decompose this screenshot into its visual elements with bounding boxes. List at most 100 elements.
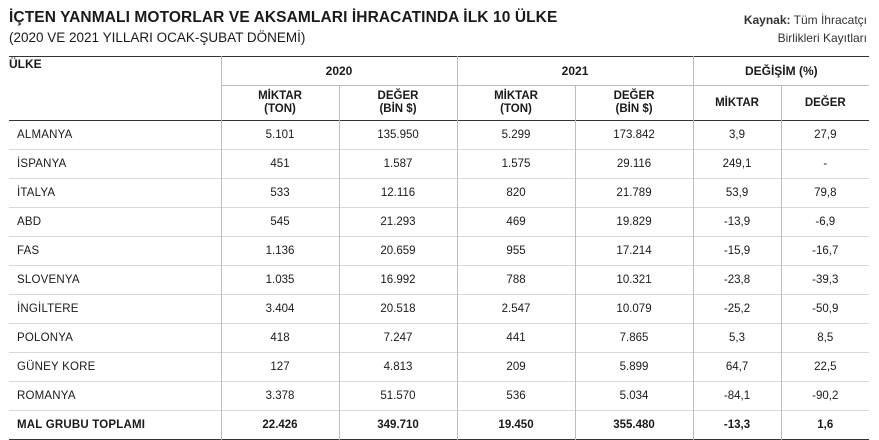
country-cell: POLONYA [9,323,221,353]
cell-2021-deger: 29.116 [574,149,694,179]
total-label: MAL GRUBU TOPLAMI [9,410,221,440]
cell-2020-miktar: 533 [220,178,339,208]
cell-change-miktar: -84,1 [692,381,782,411]
cell-2020-deger: 21.293 [338,207,458,237]
export-table: ÜLKE 2020 2021 DEĞİŞİM (%) MİKTAR (TON) D… [9,56,870,440]
cell-2021-deger: 10.079 [574,294,694,324]
cell-change-miktar: 53,9 [692,178,782,208]
country-cell: GÜNEY KORE [9,352,221,382]
cell-2020-deger: 135.950 [338,120,458,150]
page-title: İÇTEN YANMALI MOTORLAR VE AKSAMLARI İHRA… [9,9,558,26]
col-header-change-deger: DEĞER [780,85,870,121]
cell-2020-deger: 20.518 [338,294,458,324]
group-header-change: DEĞİŞİM (%) [692,56,870,86]
cell-2021-miktar: 955 [456,236,576,266]
cell-change-deger: -90,2 [780,381,870,411]
cell-2020-miktar: 418 [220,323,339,353]
table-row: İTALYA 533 12.116 820 21.789 53,9 79,8 [9,178,870,208]
table-row: İSPANYA 451 1.587 1.575 29.116 249,1 - [9,149,870,179]
cell-2020-miktar: 545 [220,207,339,237]
cell-change-miktar: 3,9 [692,120,782,150]
country-cell: ALMANYA [9,120,221,150]
country-cell: FAS [9,236,221,266]
total-2020-miktar: 22.426 [220,410,339,440]
cell-2020-deger: 20.659 [338,236,458,266]
group-header-2021: 2021 [456,56,694,86]
cell-2021-miktar: 820 [456,178,576,208]
total-row: MAL GRUBU TOPLAMI 22.426 349.710 19.450 … [9,410,870,440]
cell-2021-miktar: 5.299 [456,120,576,150]
cell-2021-miktar: 441 [456,323,576,353]
country-cell: İTALYA [9,178,221,208]
country-cell: SLOVENYA [9,265,221,295]
cell-change-deger: 27,9 [780,120,870,150]
group-header-2020: 2020 [220,56,458,86]
cell-change-deger: -50,9 [780,294,870,324]
cell-change-miktar: 64,7 [692,352,782,382]
cell-2020-miktar: 451 [220,149,339,179]
col-header-2020-deger: DEĞER (BİN $) [338,85,458,121]
cell-change-deger: 79,8 [780,178,870,208]
cell-change-miktar: -23,8 [692,265,782,295]
cell-2021-miktar: 788 [456,265,576,295]
cell-2021-deger: 5.034 [574,381,694,411]
header-row-groups: ÜLKE 2020 2021 DEĞİŞİM (%) [9,56,870,86]
cell-2020-miktar: 1.136 [220,236,339,266]
col-header-change-miktar: MİKTAR [692,85,782,121]
table-row: ABD 545 21.293 469 19.829 -13,9 -6,9 [9,207,870,237]
country-cell: İSPANYA [9,149,221,179]
cell-change-miktar: -15,9 [692,236,782,266]
col-header-2021-miktar: MİKTAR (TON) [456,85,576,121]
cell-change-miktar: 5,3 [692,323,782,353]
cell-change-deger: 8,5 [780,323,870,353]
cell-2020-deger: 16.992 [338,265,458,295]
cell-2021-miktar: 469 [456,207,576,237]
table-row: GÜNEY KORE 127 4.813 209 5.899 64,7 22,5 [9,352,870,382]
cell-2020-miktar: 5.101 [220,120,339,150]
table-row: İNGİLTERE 3.404 20.518 2.547 10.079 -25,… [9,294,870,324]
source-label: Kaynak: [743,13,791,27]
cell-2020-deger: 1.587 [338,149,458,179]
cell-2020-miktar: 127 [220,352,339,382]
cell-2021-miktar: 209 [456,352,576,382]
cell-2021-miktar: 536 [456,381,576,411]
col-header-2020-miktar: MİKTAR (TON) [220,85,339,121]
total-change-deger: 1,6 [780,410,870,440]
cell-2020-miktar: 3.404 [220,294,339,324]
cell-2021-deger: 21.789 [574,178,694,208]
table-row: SLOVENYA 1.035 16.992 788 10.321 -23,8 -… [9,265,870,295]
header-row-sub: MİKTAR (TON) DEĞER (BİN $) MİKTAR (TON) DEĞ… [9,85,870,121]
cell-change-miktar: -13,9 [692,207,782,237]
page-subtitle: (2020 VE 2021 YILLARI OCAK-ŞUBAT DÖNEMİ) [9,30,306,45]
cell-2020-miktar: 3.378 [220,381,339,411]
cell-change-miktar: -25,2 [692,294,782,324]
source-text-line2: Birlikleri Kayıtları [777,31,867,45]
cell-2021-deger: 19.829 [574,207,694,237]
source-note: Kaynak: Tüm İhracatçı Birlikleri Kayıtla… [707,11,867,47]
table-row: FAS 1.136 20.659 955 17.214 -15,9 -16,7 [9,236,870,266]
total-2020-deger: 349.710 [338,410,458,440]
cell-2021-deger: 173.842 [574,120,694,150]
cell-2021-deger: 7.865 [574,323,694,353]
col-header-2021-deger: DEĞER (BİN $) [574,85,694,121]
cell-2020-miktar: 1.035 [220,265,339,295]
country-cell: İNGİLTERE [9,294,221,324]
source-text-line1: Tüm İhracatçı [793,13,867,27]
cell-change-deger: -6,9 [780,207,870,237]
cell-2021-deger: 5.899 [574,352,694,382]
country-cell: ABD [9,207,221,237]
cell-2021-deger: 10.321 [574,265,694,295]
cell-change-deger: -16,7 [780,236,870,266]
cell-2021-miktar: 2.547 [456,294,576,324]
cell-change-miktar: 249,1 [692,149,782,179]
cell-2020-deger: 12.116 [338,178,458,208]
cell-change-deger: 22,5 [780,352,870,382]
cell-2020-deger: 51.570 [338,381,458,411]
cell-change-deger: - [780,149,870,179]
table-row: ALMANYA 5.101 135.950 5.299 173.842 3,9 … [9,120,870,150]
table-row: POLONYA 418 7.247 441 7.865 5,3 8,5 [9,323,870,353]
cell-2021-deger: 17.214 [574,236,694,266]
total-2021-miktar: 19.450 [456,410,576,440]
total-2021-deger: 355.480 [574,410,694,440]
cell-2021-miktar: 1.575 [456,149,576,179]
